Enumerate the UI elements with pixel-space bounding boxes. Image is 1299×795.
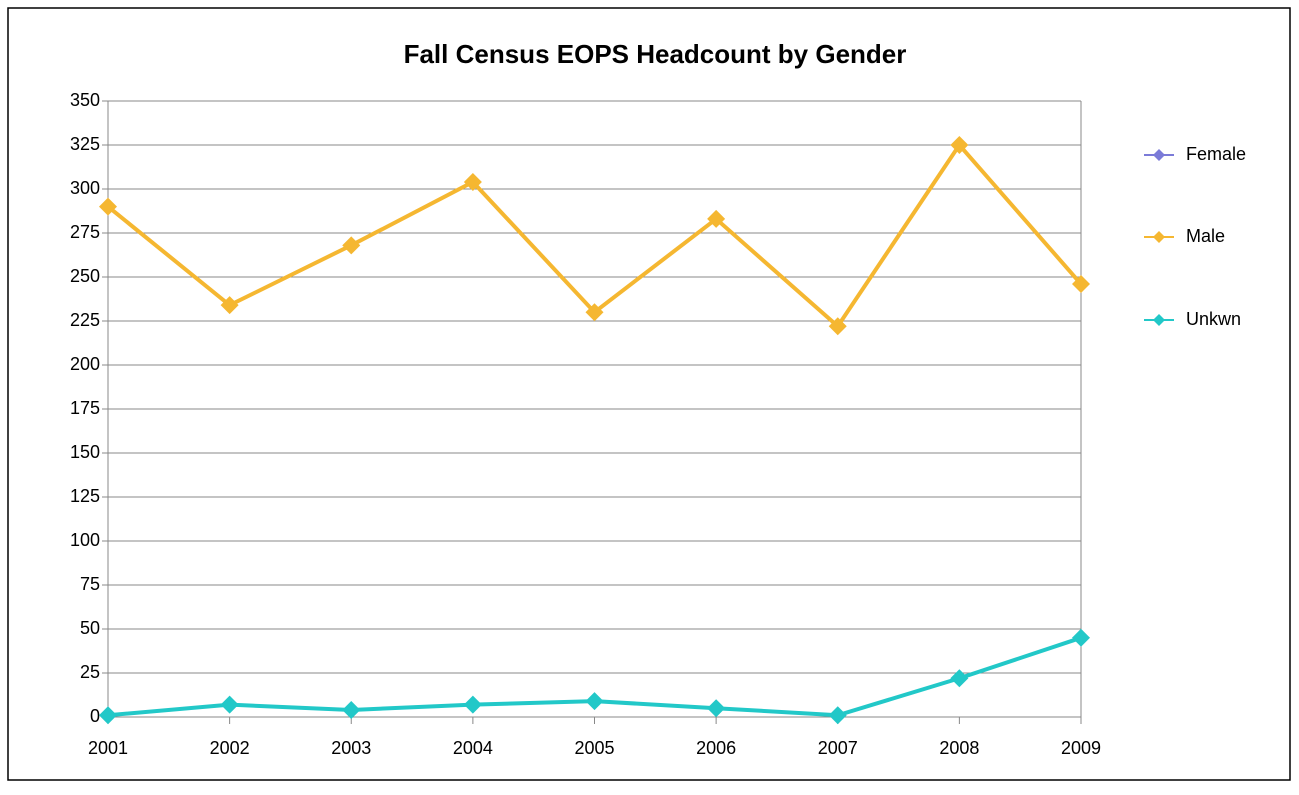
x-tick-label: 2007	[818, 738, 858, 758]
data-point	[950, 136, 969, 154]
y-tick-label: 125	[70, 486, 100, 506]
legend-marker	[1153, 149, 1165, 161]
y-tick-label: 75	[80, 574, 100, 594]
y-tick-label: 300	[70, 178, 100, 198]
x-tick-label: 2004	[453, 738, 493, 758]
x-tick-label: 2008	[939, 738, 979, 758]
legend-marker	[1153, 314, 1165, 326]
data-point	[463, 695, 482, 714]
data-point	[99, 197, 117, 216]
y-tick-label: 0	[90, 706, 100, 726]
x-tick-label: 2009	[1061, 738, 1101, 758]
y-tick-label: 50	[80, 618, 100, 638]
data-point	[1072, 628, 1090, 647]
data-point	[585, 303, 604, 322]
legend-marker	[1153, 231, 1165, 243]
y-tick-label: 200	[70, 354, 100, 374]
x-tick-label: 2006	[696, 738, 736, 758]
y-tick-label: 225	[70, 310, 100, 330]
y-tick-label: 275	[70, 222, 100, 242]
data-point	[99, 706, 117, 725]
y-tick-label: 100	[70, 530, 100, 550]
x-tick-label: 2003	[331, 738, 371, 758]
y-tick-label: 175	[70, 398, 100, 418]
data-point	[463, 172, 482, 191]
data-point	[707, 699, 726, 718]
legend-label: Unkwn	[1186, 309, 1241, 329]
y-tick-label: 25	[80, 662, 100, 682]
legend-label: Female	[1186, 144, 1246, 164]
legend-label: Male	[1186, 226, 1225, 246]
x-tick-label: 2001	[88, 738, 128, 758]
data-point	[342, 236, 361, 255]
data-point	[342, 700, 361, 719]
data-point	[950, 669, 969, 688]
x-tick-label: 2005	[574, 738, 614, 758]
data-point	[828, 317, 847, 336]
chart-title: Fall Census EOPS Headcount by Gender	[404, 39, 907, 69]
chart-frame	[7, 7, 1291, 781]
y-tick-label: 350	[70, 90, 100, 110]
data-point	[220, 695, 239, 714]
data-point	[220, 296, 239, 315]
data-point	[828, 706, 847, 725]
y-tick-label: 150	[70, 442, 100, 462]
data-point	[1072, 275, 1090, 294]
x-tick-label: 2002	[210, 738, 250, 758]
data-point	[585, 692, 604, 711]
y-tick-label: 250	[70, 266, 100, 286]
y-tick-label: 325	[70, 134, 100, 154]
data-point	[707, 209, 726, 228]
